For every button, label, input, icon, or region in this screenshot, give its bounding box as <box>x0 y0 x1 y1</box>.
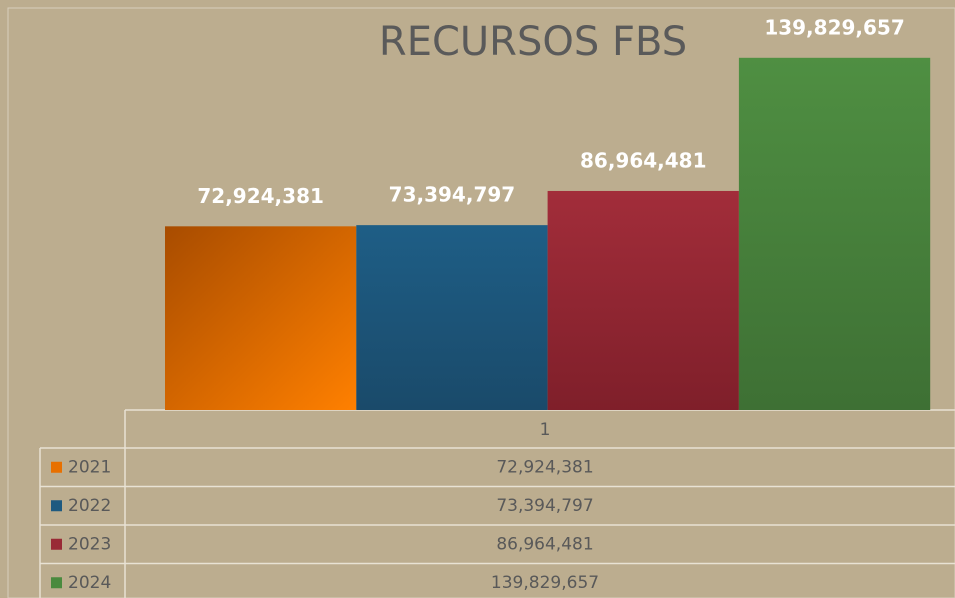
chart-title: RECURSOS FBS <box>379 19 687 65</box>
legend-key <box>51 461 62 473</box>
legend-label: 2021 <box>68 457 111 477</box>
data-label: 139,829,657 <box>764 15 904 39</box>
legend-label: 2023 <box>68 534 111 554</box>
bar <box>738 57 931 411</box>
table-value: 73,394,797 <box>496 496 593 516</box>
data-label: 72,924,381 <box>197 184 324 208</box>
legend-key <box>51 500 62 512</box>
data-label: 86,964,481 <box>580 148 707 172</box>
data-label: 73,394,797 <box>389 183 516 207</box>
bar <box>356 225 548 410</box>
bar <box>547 190 739 410</box>
table-value: 139,829,657 <box>491 573 599 593</box>
category-label: 1 <box>540 420 551 440</box>
table-value: 86,964,481 <box>496 534 593 554</box>
chart-frame <box>7 7 955 598</box>
legend-key <box>51 577 62 589</box>
legend-label: 2022 <box>68 496 111 516</box>
legend-key <box>51 538 62 550</box>
table-value: 72,924,381 <box>496 457 593 477</box>
bar <box>165 226 357 410</box>
legend-label: 2024 <box>68 573 111 593</box>
